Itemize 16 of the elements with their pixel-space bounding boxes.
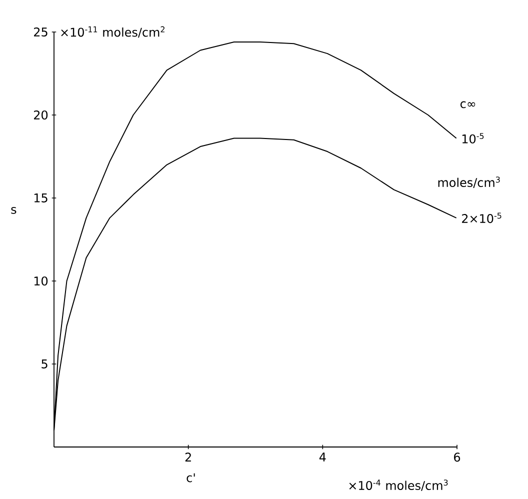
x-tick-label: 4 bbox=[319, 452, 326, 462]
y-tick-label: 20 bbox=[34, 110, 48, 120]
y-tick-label: 5 bbox=[42, 360, 48, 368]
annotation: moles/cm$^{3}$ bbox=[438, 176, 500, 188]
series-label: 2×10$^{-5}$ bbox=[462, 212, 502, 224]
text: ×10$^{-4}$ moles/cm$^{3}$ bbox=[349, 480, 448, 491]
y-tick-label: 10 bbox=[34, 276, 48, 286]
annotation: ×10$^{-11}$ moles/cm$^{2}$ bbox=[61, 26, 164, 38]
x-tick-label: 2 bbox=[185, 452, 191, 462]
x-axis-title: c' bbox=[186, 473, 195, 482]
y-tick-label: 25 bbox=[34, 27, 48, 37]
x-tick-label: 6 bbox=[454, 452, 460, 462]
legend-title: c∞ bbox=[460, 101, 476, 108]
y-axis-title: s bbox=[11, 207, 16, 214]
y-tick-label: 15 bbox=[34, 194, 48, 202]
series-label: 10$^{-5}$ bbox=[462, 133, 484, 144]
